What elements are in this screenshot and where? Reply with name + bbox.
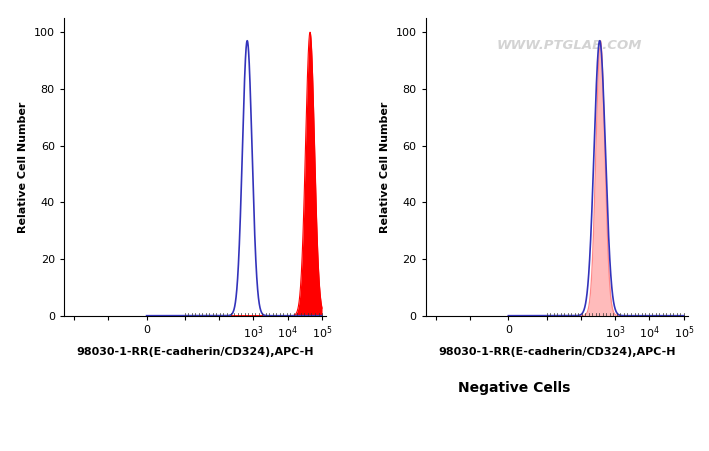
Text: Negative Cells: Negative Cells <box>458 381 570 395</box>
X-axis label: 98030-1-RR(E-cadherin/CD324),APC-H: 98030-1-RR(E-cadherin/CD324),APC-H <box>76 347 313 357</box>
Y-axis label: Relative Cell Number: Relative Cell Number <box>380 101 390 233</box>
Y-axis label: Relative Cell Number: Relative Cell Number <box>18 101 28 233</box>
Text: WWW.PTGLAB.COM: WWW.PTGLAB.COM <box>497 39 642 52</box>
X-axis label: 98030-1-RR(E-cadherin/CD324),APC-H: 98030-1-RR(E-cadherin/CD324),APC-H <box>438 347 676 357</box>
